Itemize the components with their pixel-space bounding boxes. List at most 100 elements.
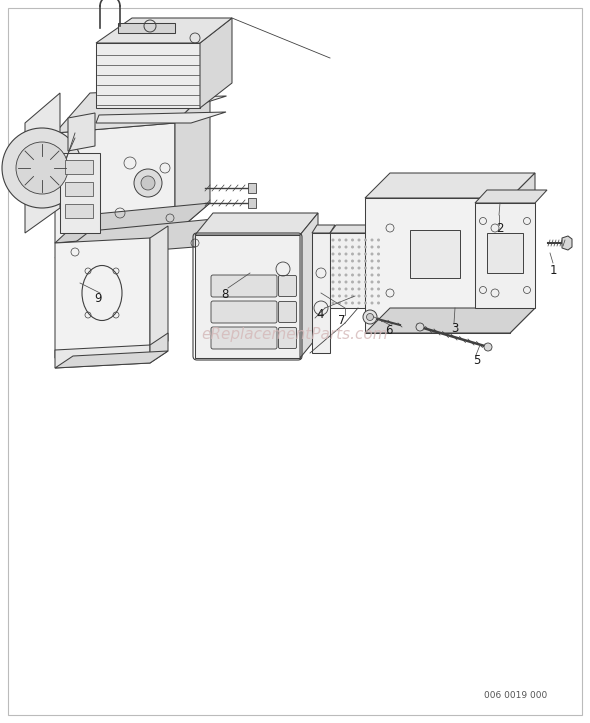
- Polygon shape: [55, 123, 175, 243]
- Polygon shape: [365, 198, 510, 333]
- Circle shape: [377, 301, 380, 304]
- Polygon shape: [330, 233, 385, 308]
- Polygon shape: [55, 203, 210, 243]
- Circle shape: [371, 260, 373, 262]
- Circle shape: [364, 267, 367, 270]
- Circle shape: [371, 273, 373, 276]
- Circle shape: [351, 260, 354, 262]
- Circle shape: [332, 273, 335, 276]
- Circle shape: [332, 288, 335, 291]
- Circle shape: [364, 273, 367, 276]
- Text: 1: 1: [549, 263, 557, 276]
- Polygon shape: [55, 88, 210, 133]
- Text: 7: 7: [338, 315, 346, 328]
- Circle shape: [345, 301, 348, 304]
- Circle shape: [338, 288, 341, 291]
- Circle shape: [332, 281, 335, 283]
- Circle shape: [338, 281, 341, 283]
- Circle shape: [351, 301, 354, 304]
- Circle shape: [338, 273, 341, 276]
- Polygon shape: [96, 112, 226, 123]
- Circle shape: [345, 273, 348, 276]
- Circle shape: [358, 246, 360, 249]
- Polygon shape: [562, 236, 572, 250]
- Circle shape: [332, 267, 335, 270]
- Circle shape: [332, 239, 335, 241]
- Bar: [248, 198, 256, 208]
- Circle shape: [345, 252, 348, 255]
- Polygon shape: [475, 190, 547, 203]
- FancyBboxPatch shape: [278, 301, 297, 322]
- Circle shape: [364, 288, 367, 291]
- Circle shape: [345, 294, 348, 297]
- Text: 6: 6: [385, 325, 393, 338]
- Circle shape: [338, 239, 341, 241]
- Polygon shape: [98, 48, 228, 59]
- Circle shape: [134, 169, 162, 197]
- Circle shape: [371, 288, 373, 291]
- Polygon shape: [330, 225, 391, 233]
- Circle shape: [351, 294, 354, 297]
- Circle shape: [358, 288, 360, 291]
- Circle shape: [371, 252, 373, 255]
- Circle shape: [364, 252, 367, 255]
- Circle shape: [371, 301, 373, 304]
- Circle shape: [338, 252, 341, 255]
- Polygon shape: [60, 153, 100, 233]
- Circle shape: [358, 239, 360, 241]
- Polygon shape: [97, 64, 228, 75]
- Polygon shape: [150, 226, 168, 353]
- Circle shape: [364, 294, 367, 297]
- Polygon shape: [312, 233, 330, 353]
- Polygon shape: [195, 235, 300, 358]
- Polygon shape: [97, 96, 227, 107]
- Circle shape: [358, 294, 360, 297]
- Circle shape: [338, 260, 341, 262]
- Bar: [65, 182, 93, 196]
- Circle shape: [338, 301, 341, 304]
- Text: 3: 3: [451, 322, 458, 335]
- Circle shape: [345, 288, 348, 291]
- Text: 5: 5: [473, 354, 481, 367]
- Circle shape: [416, 323, 424, 331]
- Circle shape: [366, 314, 373, 320]
- Polygon shape: [175, 88, 210, 233]
- Circle shape: [364, 260, 367, 262]
- Circle shape: [358, 273, 360, 276]
- Circle shape: [351, 252, 354, 255]
- Circle shape: [377, 246, 380, 249]
- Circle shape: [377, 273, 380, 276]
- Circle shape: [345, 281, 348, 283]
- Polygon shape: [195, 213, 318, 235]
- Circle shape: [377, 260, 380, 262]
- FancyBboxPatch shape: [211, 301, 277, 323]
- Polygon shape: [55, 345, 150, 368]
- Circle shape: [345, 267, 348, 270]
- FancyBboxPatch shape: [278, 275, 297, 296]
- Circle shape: [338, 267, 341, 270]
- Text: 006 0019 000: 006 0019 000: [484, 691, 548, 700]
- Bar: [65, 204, 93, 218]
- Polygon shape: [55, 215, 255, 258]
- Polygon shape: [55, 351, 168, 368]
- Polygon shape: [312, 225, 335, 233]
- Polygon shape: [510, 173, 535, 333]
- Text: 2: 2: [496, 223, 504, 236]
- Circle shape: [377, 267, 380, 270]
- Circle shape: [345, 246, 348, 249]
- Text: eReplacementParts.com: eReplacementParts.com: [202, 328, 388, 343]
- FancyBboxPatch shape: [278, 328, 297, 348]
- Circle shape: [371, 281, 373, 283]
- Polygon shape: [97, 80, 227, 91]
- Circle shape: [358, 301, 360, 304]
- Bar: [410, 230, 460, 278]
- Circle shape: [358, 260, 360, 262]
- Circle shape: [364, 246, 367, 249]
- Circle shape: [345, 239, 348, 241]
- Circle shape: [141, 176, 155, 190]
- Circle shape: [377, 294, 380, 297]
- Circle shape: [371, 239, 373, 241]
- Polygon shape: [150, 333, 168, 363]
- Circle shape: [364, 281, 367, 283]
- Bar: [487, 233, 523, 273]
